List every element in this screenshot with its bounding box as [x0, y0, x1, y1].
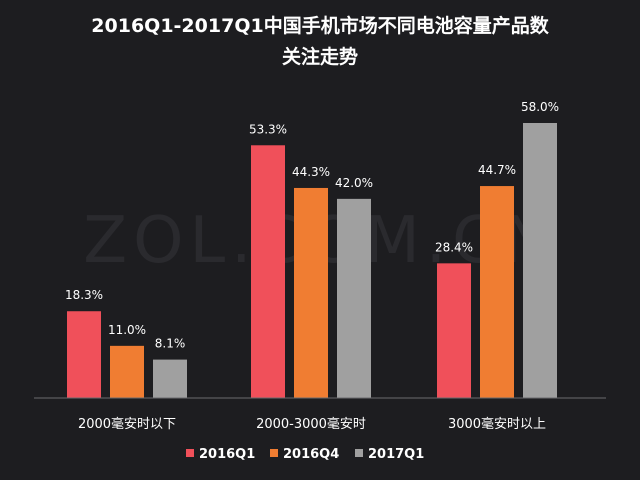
- value-label-2016Q4-1: 11.0%: [108, 323, 146, 337]
- bar-2016Q1-3: [437, 263, 471, 398]
- legend-swatch-2016Q4: [270, 449, 278, 457]
- value-label-2016Q1-1: 18.3%: [65, 288, 103, 302]
- value-label-2016Q1-2: 53.3%: [249, 122, 287, 136]
- value-label-2016Q4-2: 44.3%: [292, 165, 330, 179]
- bars-group: [67, 123, 557, 398]
- bar-2017Q1-3: [523, 123, 557, 398]
- legend-swatch-2016Q1: [186, 449, 194, 457]
- bar-2016Q1-2: [251, 145, 285, 398]
- legend-label-2016Q1: 2016Q1: [199, 447, 255, 462]
- chart-title-line-2: 关注走势: [282, 45, 358, 68]
- bar-2016Q4-1: [110, 345, 144, 398]
- category-label-2: 2000-3000毫安时: [256, 416, 366, 432]
- value-label-2016Q1-3: 28.4%: [435, 240, 473, 254]
- value-label-2017Q1-2: 42.0%: [335, 176, 373, 190]
- bar-2016Q4-2: [294, 187, 328, 398]
- category-label-1: 2000毫安时以下: [78, 416, 176, 432]
- chart-title-line-1: 2016Q1-2017Q1中国手机市场不同电池容量产品数: [91, 14, 549, 37]
- legend-label-2016Q4: 2016Q4: [283, 447, 339, 462]
- legend-swatch-2017Q1: [355, 449, 363, 457]
- bar-2016Q1-1: [67, 311, 101, 398]
- category-label-3: 3000毫安时以上: [448, 416, 546, 432]
- bar-2017Q1-2: [337, 198, 371, 398]
- bar-2017Q1-1: [153, 359, 187, 398]
- value-label-2017Q1-1: 8.1%: [155, 337, 186, 351]
- value-labels-group: 18.3% 11.0% 8.1% 53.3% 44.3% 42.0% 28.4% 44.7% 5…: [65, 100, 559, 351]
- legend: 2016Q1 2016Q4 2017Q1: [186, 447, 424, 462]
- bar-2016Q4-3: [480, 186, 514, 398]
- legend-label-2017Q1: 2017Q1: [368, 447, 424, 462]
- value-label-2016Q4-3: 44.7%: [478, 163, 516, 177]
- value-label-2017Q1-3: 58.0%: [521, 100, 559, 114]
- category-labels-group: 2000毫安时以下 2000-3000毫安时 3000毫安时以上: [78, 416, 546, 432]
